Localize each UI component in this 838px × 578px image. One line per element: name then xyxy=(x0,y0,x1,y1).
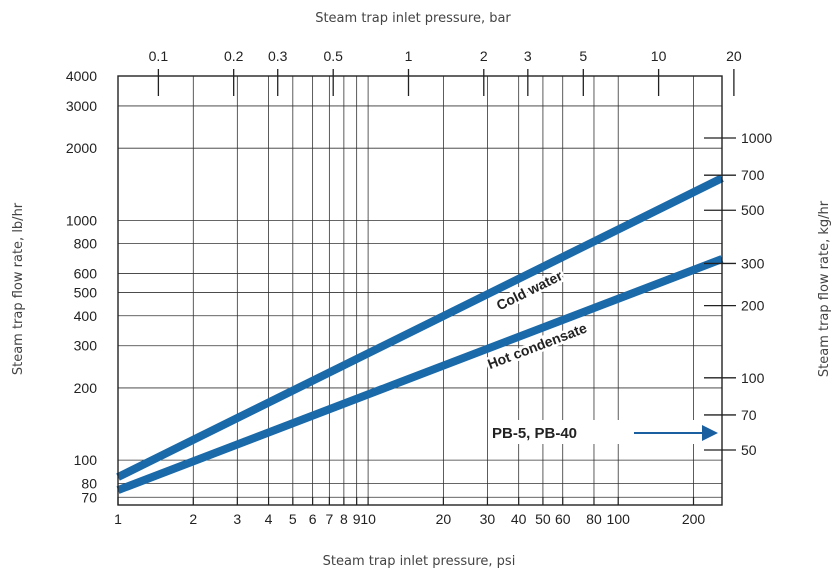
tick-label-bottom: 5 xyxy=(289,511,297,527)
tick-label-top: 5 xyxy=(579,48,587,64)
tick-label-top: 1 xyxy=(405,48,413,64)
tick-label-left: 800 xyxy=(74,236,98,252)
y-left-axis-title: Steam trap flow rate, lb/hr xyxy=(11,202,26,375)
tick-label-bottom: 8 xyxy=(340,511,348,527)
tick-label-bottom: 60 xyxy=(555,511,571,527)
tick-label-top: 10 xyxy=(651,48,667,64)
tick-label-bottom: 80 xyxy=(586,511,602,527)
tick-label-bottom: 9 xyxy=(353,511,361,527)
tick-label-bottom: 200 xyxy=(682,511,706,527)
tick-label-left: 200 xyxy=(74,380,98,396)
tick-label-left: 600 xyxy=(74,266,98,282)
tick-label-left: 3000 xyxy=(66,98,97,114)
tick-label-bottom: 1 xyxy=(114,511,122,527)
tick-label-right: 300 xyxy=(741,255,765,271)
tick-label-left: 300 xyxy=(74,338,98,354)
tick-label-top: 0.3 xyxy=(268,48,288,64)
tick-label-bottom: 6 xyxy=(309,511,317,527)
tick-label-top: 20 xyxy=(726,48,742,64)
tick-label-bottom: 20 xyxy=(436,511,452,527)
tick-label-bottom: 100 xyxy=(607,511,631,527)
tick-label-right: 200 xyxy=(741,298,765,314)
y-right-axis-title: Steam trap flow rate, kg/hr xyxy=(817,200,832,377)
tick-label-right: 70 xyxy=(741,407,757,423)
tick-label-left: 400 xyxy=(74,308,98,324)
tick-label-bottom: 4 xyxy=(265,511,273,527)
tick-label-right: 500 xyxy=(741,202,765,218)
tick-label-top: 0.2 xyxy=(224,48,244,64)
tick-label-top: 0.5 xyxy=(323,48,343,64)
annotation-label: PB-5, PB-40 xyxy=(492,425,577,442)
tick-label-bottom: 40 xyxy=(511,511,527,527)
tick-label-bottom: 50 xyxy=(535,511,551,527)
tick-label-bottom: 7 xyxy=(325,511,333,527)
tick-label-left: 4000 xyxy=(66,68,97,84)
plot-border xyxy=(117,75,723,506)
tick-label-left: 500 xyxy=(74,285,98,301)
tick-label-right: 1000 xyxy=(741,130,772,146)
series-line-hot-condensate xyxy=(116,255,724,494)
tick-label-left: 100 xyxy=(74,452,98,468)
tick-label-top: 2 xyxy=(480,48,488,64)
tick-label-bottom: 10 xyxy=(360,511,376,527)
tick-label-left: 2000 xyxy=(66,140,97,156)
tick-label-left: 80 xyxy=(81,475,97,491)
tick-label-right: 700 xyxy=(741,167,765,183)
tick-label-top: 0.1 xyxy=(149,48,169,64)
x-top-axis-title: Steam trap inlet pressure, bar xyxy=(315,11,511,26)
tick-label-bottom: 2 xyxy=(189,511,197,527)
tick-label-left: 70 xyxy=(81,489,97,505)
tick-label-right: 100 xyxy=(741,370,765,386)
tick-label-right: 50 xyxy=(741,442,757,458)
series-line-cold-water xyxy=(116,174,724,481)
tick-label-bottom: 30 xyxy=(480,511,496,527)
plot-frame xyxy=(117,75,723,506)
tick-labels: 1 2 3 4 5 6 7 8 9 10 20 30 40 50 60 80 100 20070801002003… xyxy=(66,48,773,527)
x-bottom-axis-title: Steam trap inlet pressure, psi xyxy=(323,554,516,569)
tick-label-left: 1000 xyxy=(66,212,97,228)
tick-label-top: 3 xyxy=(524,48,532,64)
tick-label-bottom: 3 xyxy=(233,511,241,527)
